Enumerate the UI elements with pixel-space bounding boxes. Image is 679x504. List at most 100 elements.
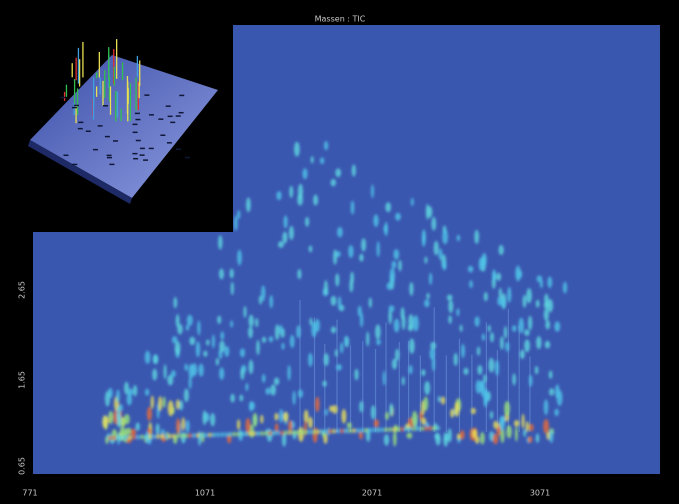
peak-blob: [265, 387, 271, 395]
peak-blob: [440, 396, 446, 405]
baseline-blob: [352, 428, 356, 434]
peak-blob: [385, 411, 389, 421]
peak-blob: [348, 245, 354, 258]
peak-blob: [393, 249, 400, 260]
peak-blob: [269, 295, 274, 309]
peak-blob: [392, 431, 397, 447]
peak-blob: [350, 200, 355, 215]
baseline-blob: [420, 426, 424, 432]
peak-blob: [239, 348, 246, 358]
peak-blob: [474, 229, 480, 244]
peak-blob: [308, 352, 313, 367]
peak-blob: [421, 369, 426, 377]
peak-blobs: [102, 141, 568, 447]
peak-blob: [237, 210, 241, 220]
baseline-blob: [228, 431, 232, 437]
baseline-blob: [324, 429, 328, 435]
baseline-blob: [236, 431, 240, 437]
peak-blob: [370, 405, 376, 420]
peak-blob: [310, 156, 314, 164]
peak-blob: [507, 286, 512, 303]
inset-spikes: [60, 39, 190, 166]
peak-blob: [423, 396, 429, 411]
peak-blob: [496, 425, 501, 436]
peak-blob: [147, 427, 152, 435]
peak-blob: [474, 316, 480, 327]
peak-blob: [496, 272, 502, 281]
peak-blob: [434, 432, 441, 441]
peak-blob: [248, 314, 254, 328]
peak-blob: [456, 433, 461, 440]
peak-blob: [144, 350, 151, 364]
peak-blob: [386, 282, 393, 290]
peak-blob: [554, 321, 561, 332]
peak-blob: [330, 295, 337, 306]
peak-blob: [476, 346, 481, 356]
peak-blob: [481, 252, 487, 268]
peak-blob: [219, 340, 226, 353]
peak-blob: [477, 365, 483, 375]
baseline-blob: [264, 430, 268, 436]
baseline-blob: [276, 430, 280, 436]
peak-blob: [407, 324, 414, 332]
peak-blob: [512, 373, 516, 386]
peak-blob: [384, 221, 388, 237]
baseline-blob: [152, 434, 156, 440]
peak-blob: [116, 389, 120, 403]
peak-blob: [126, 392, 132, 406]
peak-blob: [536, 336, 542, 350]
peak-blob: [335, 168, 342, 178]
peak-blob: [505, 341, 510, 352]
peak-blob: [375, 324, 381, 340]
peak-blob: [152, 368, 158, 381]
peak-blob: [522, 294, 527, 308]
peak-blob: [102, 415, 109, 429]
baseline-blob: [144, 434, 148, 440]
peak-blob: [359, 400, 364, 413]
peak-blob: [483, 291, 488, 302]
peak-blob: [395, 348, 400, 362]
baseline-blob: [240, 431, 244, 437]
peak-blob: [181, 417, 186, 431]
peak-blob: [524, 339, 531, 353]
baseline-blob: [176, 433, 180, 439]
peak-blob: [424, 256, 428, 264]
baseline-blob: [232, 431, 236, 437]
peak-blob: [467, 265, 474, 273]
peak-blob: [274, 422, 279, 433]
peak-blob: [459, 324, 463, 332]
peak-blob: [535, 433, 540, 444]
peak-blob: [150, 395, 154, 409]
baseline-blob: [272, 430, 276, 436]
peak-blob: [493, 420, 499, 429]
baseline-blob: [112, 435, 116, 441]
peak-blob: [513, 420, 520, 427]
peak-blob: [426, 292, 430, 300]
peak-blob: [389, 267, 396, 283]
peak-blob: [276, 191, 282, 201]
peak-blob: [218, 235, 223, 250]
peak-blob: [167, 374, 174, 386]
peak-blob: [255, 317, 259, 328]
peak-blob: [175, 314, 180, 328]
baseline-blob: [328, 428, 332, 434]
peak-blob: [155, 423, 160, 435]
baseline-blob: [288, 430, 292, 436]
peak-blob: [278, 241, 284, 248]
x-tick-label: 771: [22, 489, 37, 498]
peak-blob: [116, 406, 121, 422]
baseline-blob: [304, 429, 308, 435]
y-tick-label: 1.65: [18, 371, 27, 389]
peak-blob: [322, 380, 327, 387]
baseline-blob: [128, 434, 132, 440]
peak-blob: [454, 401, 460, 417]
peak-blob: [431, 216, 437, 231]
peak-blob: [274, 412, 279, 421]
peak-blob: [450, 408, 455, 418]
peak-blob: [523, 428, 527, 437]
peak-blob: [448, 299, 454, 314]
peak-blob: [121, 418, 125, 428]
peak-blob: [406, 432, 413, 439]
peak-blob: [185, 324, 190, 331]
baseline-blob: [216, 432, 220, 438]
